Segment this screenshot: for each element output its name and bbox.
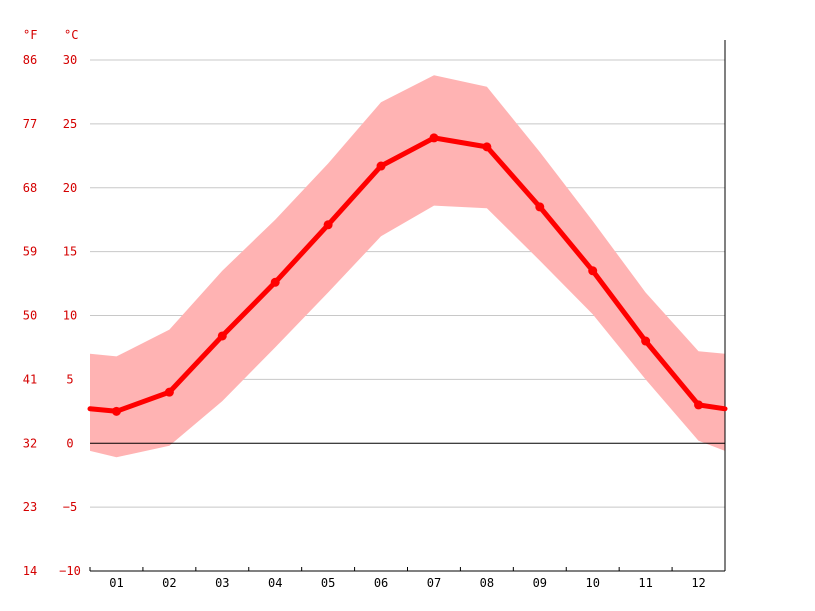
data-point-12 — [694, 400, 704, 410]
y-tick-label-fahrenheit: 50 — [23, 309, 37, 323]
y-tick-label-celsius: 30 — [63, 53, 77, 67]
mean-temperature-points — [111, 133, 704, 416]
y-tick-label-fahrenheit: 86 — [23, 53, 37, 67]
x-tick-label-09: 09 — [533, 576, 547, 590]
y-tick-label-celsius: 15 — [63, 245, 77, 259]
data-point-03 — [217, 331, 227, 341]
y-tick-label-celsius: 25 — [63, 117, 77, 131]
x-tick-label-05: 05 — [321, 576, 335, 590]
data-point-05 — [323, 220, 333, 230]
data-point-09 — [535, 202, 545, 212]
x-tick-label-01: 01 — [109, 576, 123, 590]
y-tick-label-fahrenheit: 77 — [23, 117, 37, 131]
y-tick-label-celsius: 0 — [66, 436, 73, 450]
y-tick-label-celsius: 5 — [66, 372, 73, 386]
data-point-06 — [376, 161, 386, 171]
x-tick-label-08: 08 — [480, 576, 494, 590]
data-point-10 — [588, 266, 598, 276]
y-tick-label-fahrenheit: 59 — [23, 245, 37, 259]
x-tick-label-03: 03 — [215, 576, 229, 590]
y-tick-label-celsius: −10 — [59, 564, 81, 578]
data-point-07 — [429, 133, 439, 143]
fahrenheit-unit-label: °F — [23, 28, 37, 42]
x-axis-labels: 01 02 03 04 05 06 07 08 09 10 11 12 — [109, 576, 706, 590]
y-tick-label-celsius: 20 — [63, 181, 77, 195]
mean-temperature-line — [87, 135, 728, 414]
y-tick-label-celsius: 10 — [63, 309, 77, 323]
data-point-04 — [270, 277, 280, 287]
x-axis-ticks — [89, 567, 726, 571]
x-tick-label-10: 10 — [585, 576, 599, 590]
y-tick-label-celsius: −5 — [63, 500, 77, 514]
y-tick-label-fahrenheit: 14 — [23, 564, 37, 578]
x-tick-label-11: 11 — [638, 576, 652, 590]
y-tick-label-fahrenheit: 41 — [23, 372, 37, 386]
x-tick-label-06: 06 — [374, 576, 388, 590]
data-point-01 — [111, 406, 121, 416]
x-tick-label-02: 02 — [162, 576, 176, 590]
data-point-02 — [164, 387, 174, 397]
y-tick-label-fahrenheit: 68 — [23, 181, 37, 195]
x-tick-label-12: 12 — [691, 576, 705, 590]
y-tick-label-fahrenheit: 32 — [23, 436, 37, 450]
data-point-08 — [482, 142, 492, 152]
y-tick-label-fahrenheit: 23 — [23, 500, 37, 514]
celsius-unit-label: °C — [64, 28, 78, 42]
temperature-range-band — [90, 75, 725, 458]
x-tick-label-07: 07 — [427, 576, 441, 590]
y-axis-labels: 86 30 77 25 68 20 59 15 50 10 41 5 32 0 23 −5 14 −10 — [23, 53, 81, 578]
x-tick-label-04: 04 — [268, 576, 282, 590]
data-point-11 — [641, 336, 651, 346]
